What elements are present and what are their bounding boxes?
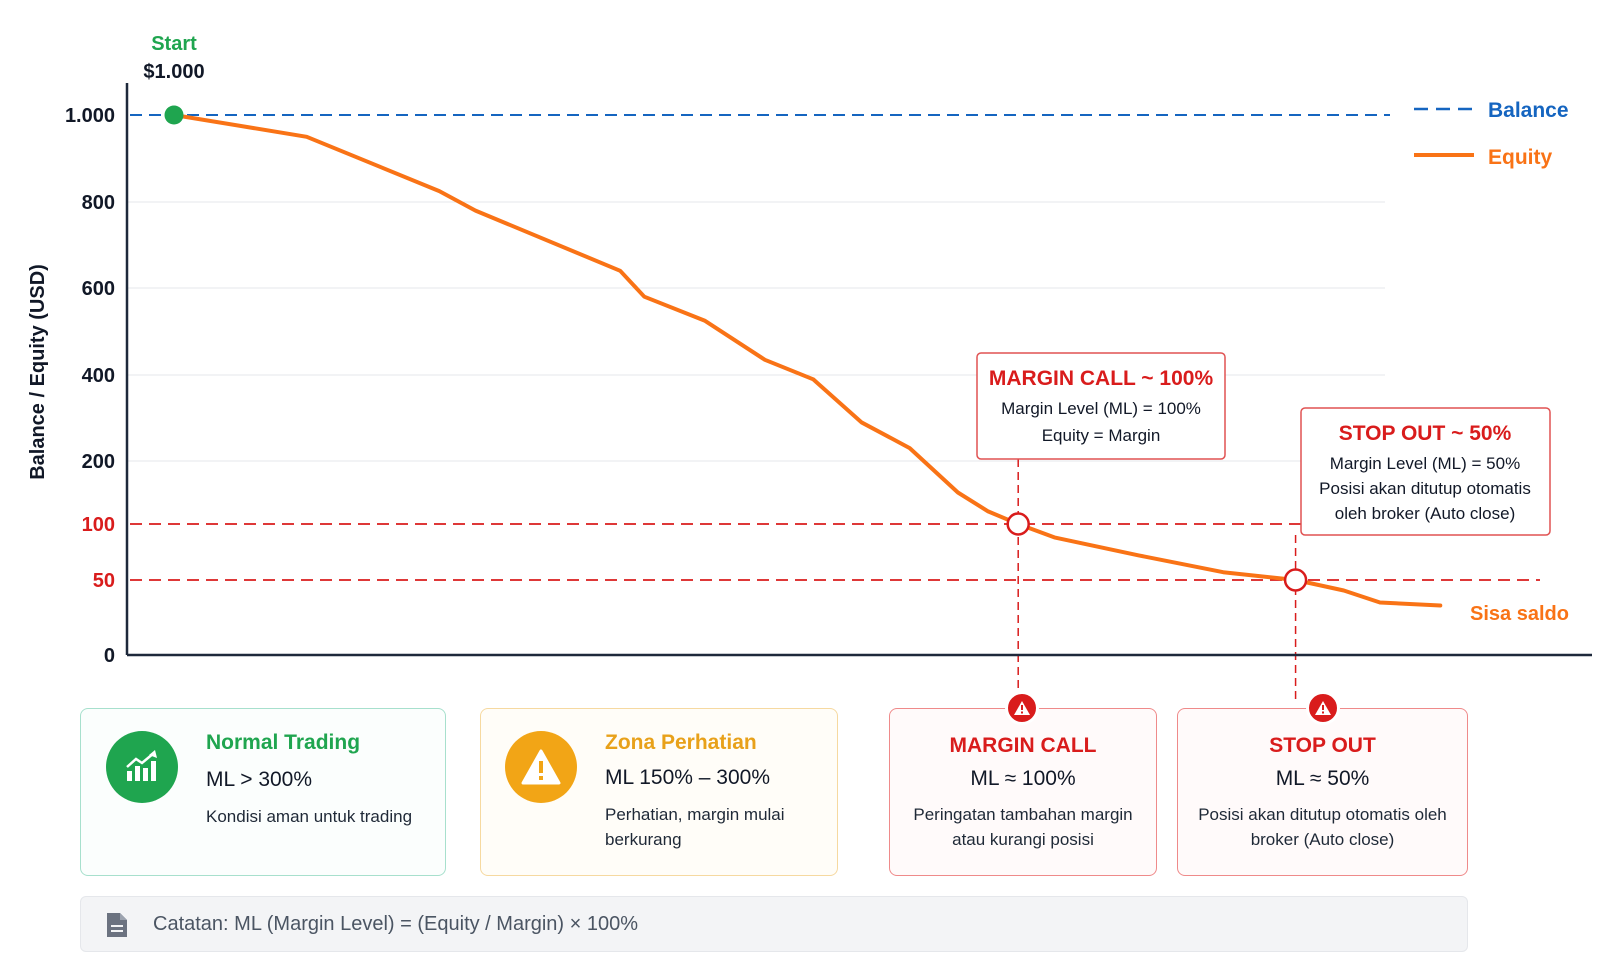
note-bar: Catatan: ML (Margin Level) = (Equity / M… (80, 896, 1468, 952)
start-title: Start (151, 33, 197, 55)
annotation-title: MARGIN CALL ~ 100% (989, 367, 1214, 390)
card-description: Posisi akan ditutup otomatis oleh broker… (1198, 805, 1447, 849)
annotation-line: Posisi akan ditutup otomatis (1319, 479, 1531, 498)
annotation-box (1300, 407, 1551, 536)
annotation-margin-call: MARGIN CALL ~ 100% Margin Level (ML) = 1… (976, 352, 1226, 460)
card-normal-trading: Normal Trading ML > 300% Kondisi aman un… (80, 708, 446, 876)
card-ml: ML ≈ 100% (970, 767, 1076, 790)
alert-icon (1005, 691, 1039, 725)
annotation-stop-out: STOP OUT ~ 50% Margin Level (ML) = 50% P… (1300, 407, 1551, 536)
annotation-connectors (1017, 459, 1297, 700)
event-marker (1006, 512, 1030, 536)
card-description: Peringatan tambahan margin atau kurangi … (913, 805, 1133, 849)
legend: Balance Equity (1414, 99, 1569, 169)
legend-equity-label: Equity (1488, 146, 1552, 169)
card-title: Normal Trading (206, 731, 361, 754)
y-tick-label: 50 (93, 570, 115, 592)
note-text: Catatan: ML (Margin Level) = (Equity / M… (153, 913, 639, 935)
card-ml: ML > 300% (206, 768, 313, 791)
card-title: MARGIN CALL (949, 734, 1097, 757)
card-description: Kondisi aman untuk trading (206, 807, 413, 826)
annotation-box (976, 352, 1226, 460)
annotation-line: Margin Level (ML) = 100% (1001, 399, 1201, 418)
document-icon (105, 911, 129, 944)
annotation-title: STOP OUT ~ 50% (1339, 422, 1512, 445)
y-tick-label: 600 (82, 278, 115, 300)
chart-up-icon (106, 731, 178, 803)
start-marker (164, 105, 184, 125)
series-line-equity (172, 113, 1443, 608)
card-title: STOP OUT (1269, 734, 1376, 757)
card-ml: ML 150% – 300% (605, 766, 770, 789)
series (130, 113, 1443, 608)
annotation-line: Margin Level (ML) = 50% (1330, 454, 1520, 473)
chart: 0 50 100 200 400 600 800 1.000 Balance / Equity… (27, 33, 1592, 700)
annotation-line: Equity = Margin (1042, 426, 1161, 445)
y-tick-label: 800 (82, 192, 115, 214)
y-tick-label: 0 (104, 645, 115, 667)
point-markers (164, 105, 1308, 592)
alert-icon (1306, 691, 1340, 725)
card-ml: ML ≈ 50% (1275, 767, 1370, 790)
annotation-line: oleh broker (Auto close) (1335, 504, 1515, 523)
y-axis-label: Balance / Equity (USD) (27, 264, 49, 480)
y-tick-label: 1.000 (65, 105, 115, 127)
card-stop-out: STOP OUT ML ≈ 50% Posisi akan ditutup ot… (1177, 691, 1468, 876)
reference-lines (130, 523, 1540, 581)
card-margin-call: MARGIN CALL ML ≈ 100% Peringatan tambaha… (889, 691, 1157, 876)
y-tick-label: 200 (82, 451, 115, 473)
card-zona-perhatian: Zona Perhatian ML 150% – 300% Perhatian,… (480, 708, 838, 876)
legend-balance-label: Balance (1488, 99, 1569, 122)
start-value: $1.000 (143, 61, 204, 83)
card-description: Perhatian, margin mulai berkurang (605, 805, 785, 849)
y-tick-label: 100 (82, 514, 115, 536)
card-title: Zona Perhatian (605, 731, 757, 754)
y-tick-labels: 0 50 100 200 400 600 800 1.000 (65, 105, 115, 667)
warning-icon (505, 731, 577, 803)
end-label: Sisa saldo (1470, 603, 1569, 625)
y-tick-label: 400 (82, 365, 115, 387)
event-marker (1283, 568, 1308, 592)
